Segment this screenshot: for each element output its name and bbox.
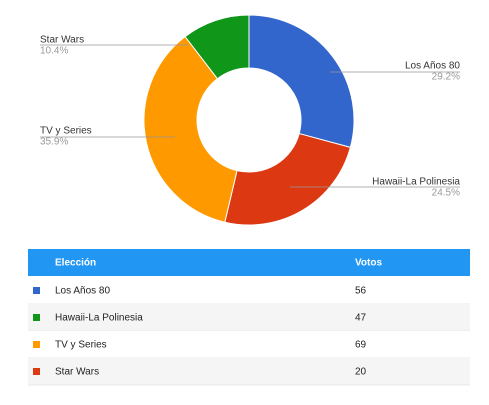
slice-value-label: 35.9% [40, 137, 68, 148]
cell: 47 [355, 313, 367, 324]
slice [143, 35, 238, 223]
color-square [33, 368, 40, 375]
table-row [28, 331, 470, 358]
slice [184, 14, 250, 80]
table-header [28, 249, 470, 276]
cell: Star Wars [55, 367, 99, 378]
slice [224, 132, 351, 226]
cell: 20 [355, 367, 367, 378]
cell: Hawaii-La Polinesia [55, 313, 143, 324]
color-square [33, 314, 40, 321]
cell: 69 [355, 340, 367, 351]
slice-label: TV y Series [40, 126, 92, 137]
color-square [33, 341, 40, 348]
header-cell: Elección [55, 258, 96, 269]
slice-value-label: 24.5% [432, 188, 460, 199]
header-cell: Votos [355, 258, 382, 269]
cell: Los Años 80 [55, 286, 110, 297]
slice-value-label: 10.4% [40, 46, 68, 57]
cell: 56 [355, 286, 367, 297]
table-row [28, 304, 470, 331]
color-square [33, 287, 40, 294]
table-row [28, 277, 470, 304]
table-row [28, 358, 470, 385]
slice-label: Hawaii-La Polinesia [372, 177, 460, 188]
slice-value-label: 29.2% [432, 72, 460, 83]
slice-label: Star Wars [40, 35, 84, 46]
slice-label: Los Años 80 [405, 61, 460, 72]
slice [248, 14, 355, 149]
cell: TV y Series [55, 340, 107, 351]
